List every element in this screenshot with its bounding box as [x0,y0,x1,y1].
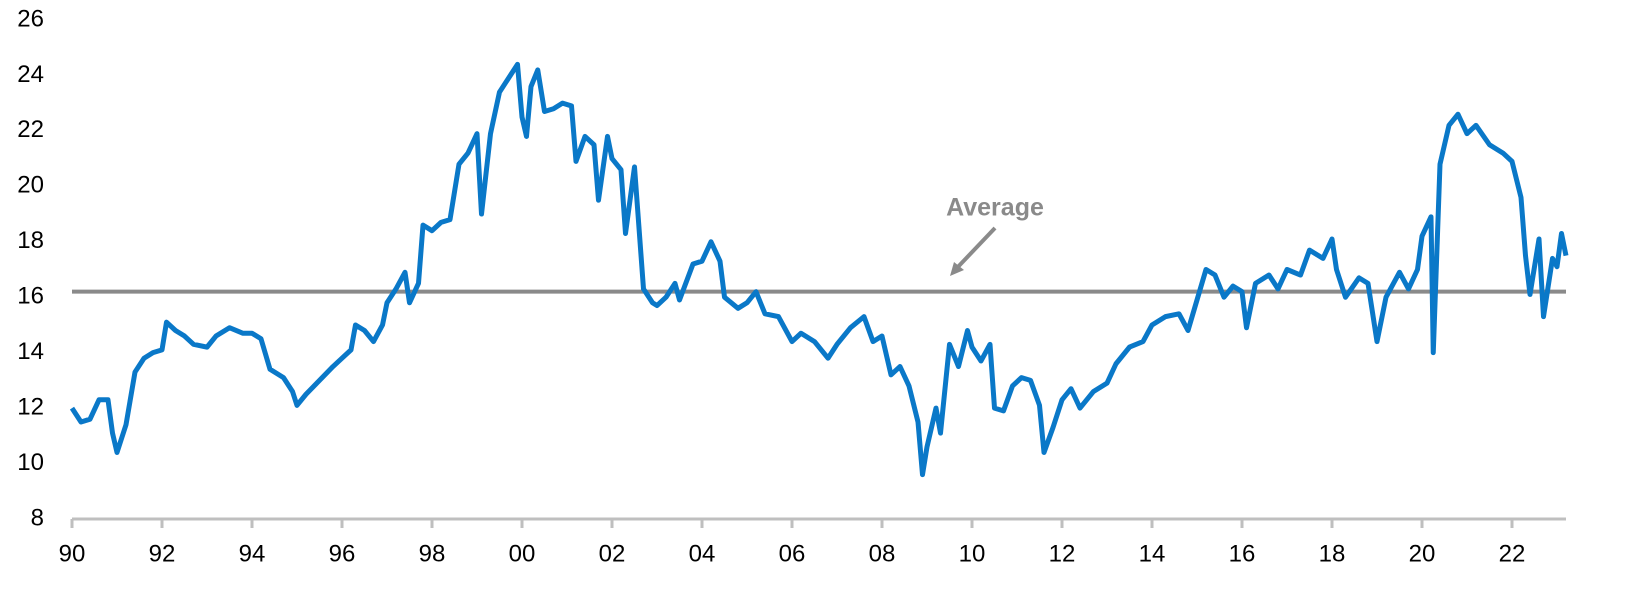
x-tick-label: 02 [599,540,626,567]
x-tick-label: 06 [779,540,806,567]
x-tick-label: 14 [1139,540,1166,567]
x-tick-label: 94 [239,540,266,567]
y-tick-label: 8 [31,504,44,531]
y-tick-label: 12 [17,393,44,420]
x-tick-label: 00 [509,540,536,567]
x-tick-label: 20 [1409,540,1436,567]
annotation: Average [946,194,1044,222]
x-tick-label: 90 [59,540,86,567]
x-tick-label: 96 [329,540,356,567]
y-tick-label: 18 [17,227,44,254]
x-tick-label: 98 [419,540,446,567]
x-tick-label: 22 [1499,540,1526,567]
data-line [69,61,1569,478]
x-tick-label: 08 [869,540,896,567]
x-tick-label: 18 [1319,540,1346,567]
x-tick-label: 10 [959,540,986,567]
y-tick-label: 14 [17,338,44,365]
annotation-arrow [953,226,997,272]
y-tick-label: 26 [17,5,44,32]
y-tick-label: 10 [17,449,44,476]
y-tick-label: 24 [17,61,44,88]
x-tick-label: 04 [689,540,716,567]
y-tick-label: 20 [17,172,44,199]
arrow-head [950,262,964,276]
y-tick-label: 16 [17,283,44,310]
y-tick-label: 22 [17,116,44,143]
x-tick-label: 12 [1049,540,1076,567]
x-tick-label: 92 [149,540,176,567]
x-tick-label: 16 [1229,540,1256,567]
